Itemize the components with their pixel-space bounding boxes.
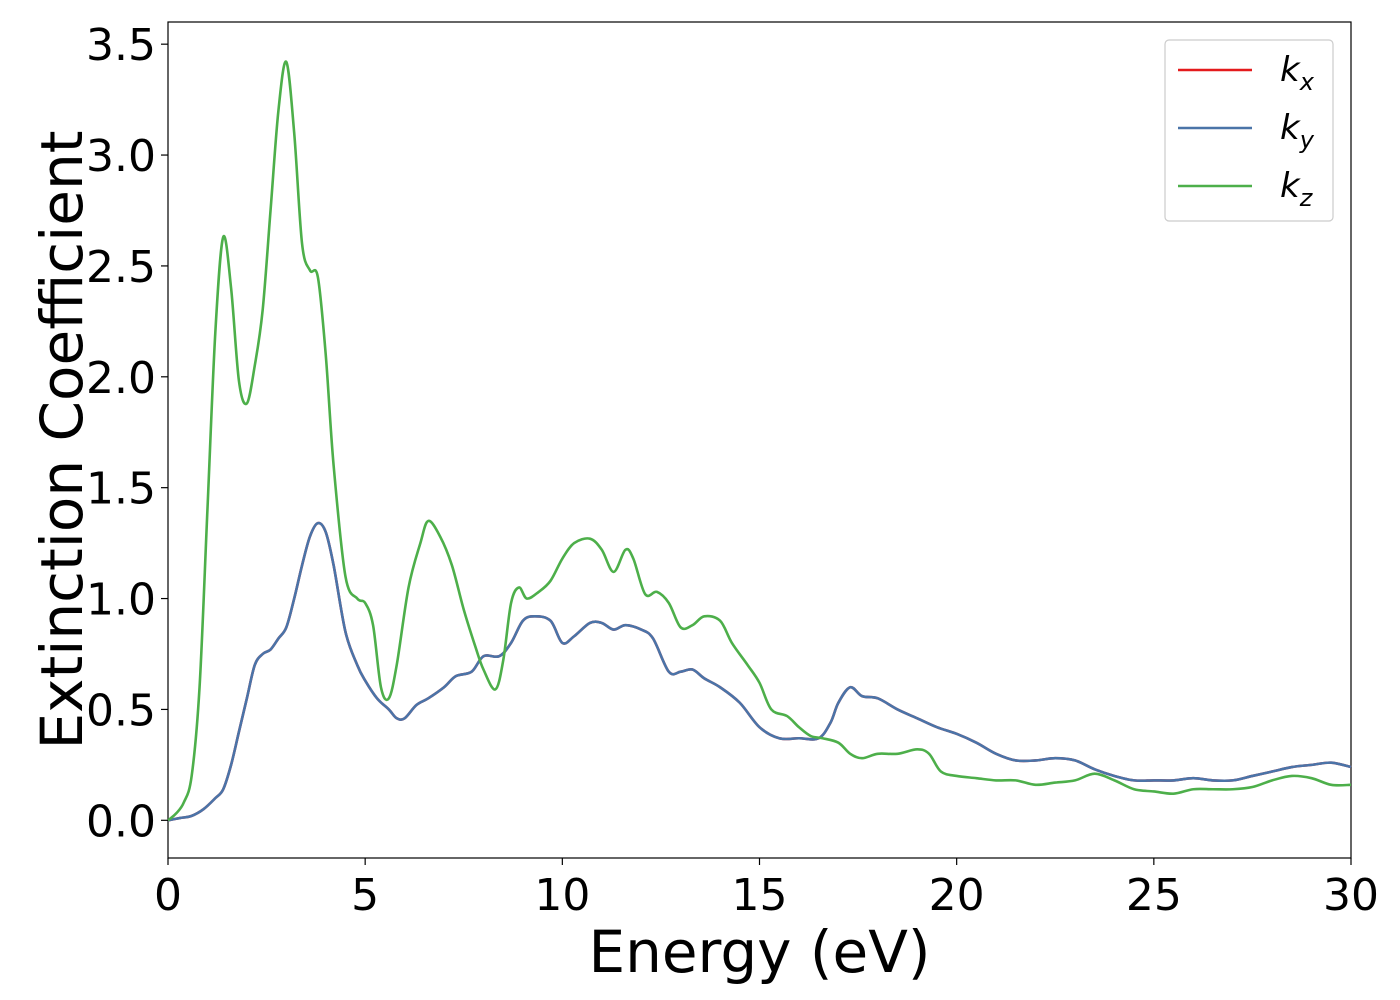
- x-tick-label: 15: [732, 870, 788, 921]
- y-tick-label: 2.5: [86, 242, 156, 293]
- legend: kx ky kz: [1164, 39, 1334, 222]
- y-axis-label: Extinction Coefficient: [28, 131, 96, 750]
- y-tick-label: 3.5: [86, 20, 156, 71]
- legend-label-kx: kx: [1280, 50, 1315, 96]
- y-axis: 0.0 0.5 1.0 1.5 2.0 2.5 3.0 3.5: [86, 20, 168, 847]
- y-tick-label: 0.0: [86, 796, 156, 847]
- legend-label-ky: ky: [1280, 108, 1315, 154]
- y-tick-label: 3.0: [86, 131, 156, 182]
- legend-label-kz: kz: [1280, 166, 1314, 212]
- y-tick-label: 0.5: [86, 685, 156, 736]
- series-line-kz: [167, 60, 1352, 822]
- x-axis-label: Energy (eV): [588, 918, 930, 986]
- x-axis: 0 5 10 15 20 25 30: [154, 858, 1379, 921]
- series-line-kx: [167, 521, 1352, 822]
- series-lines: [167, 60, 1352, 822]
- x-tick-label: 0: [154, 870, 182, 921]
- x-tick-label: 30: [1323, 870, 1379, 921]
- legend-frame: [1164, 39, 1334, 222]
- series-line-ky: [167, 521, 1352, 822]
- y-tick-label: 1.0: [86, 575, 156, 626]
- x-tick-label: 25: [1126, 870, 1182, 921]
- x-tick-label: 20: [929, 870, 985, 921]
- x-tick-label: 10: [534, 870, 590, 921]
- y-tick-label: 2.0: [86, 353, 156, 404]
- y-tick-label: 1.5: [86, 464, 156, 515]
- x-tick-label: 5: [351, 870, 379, 921]
